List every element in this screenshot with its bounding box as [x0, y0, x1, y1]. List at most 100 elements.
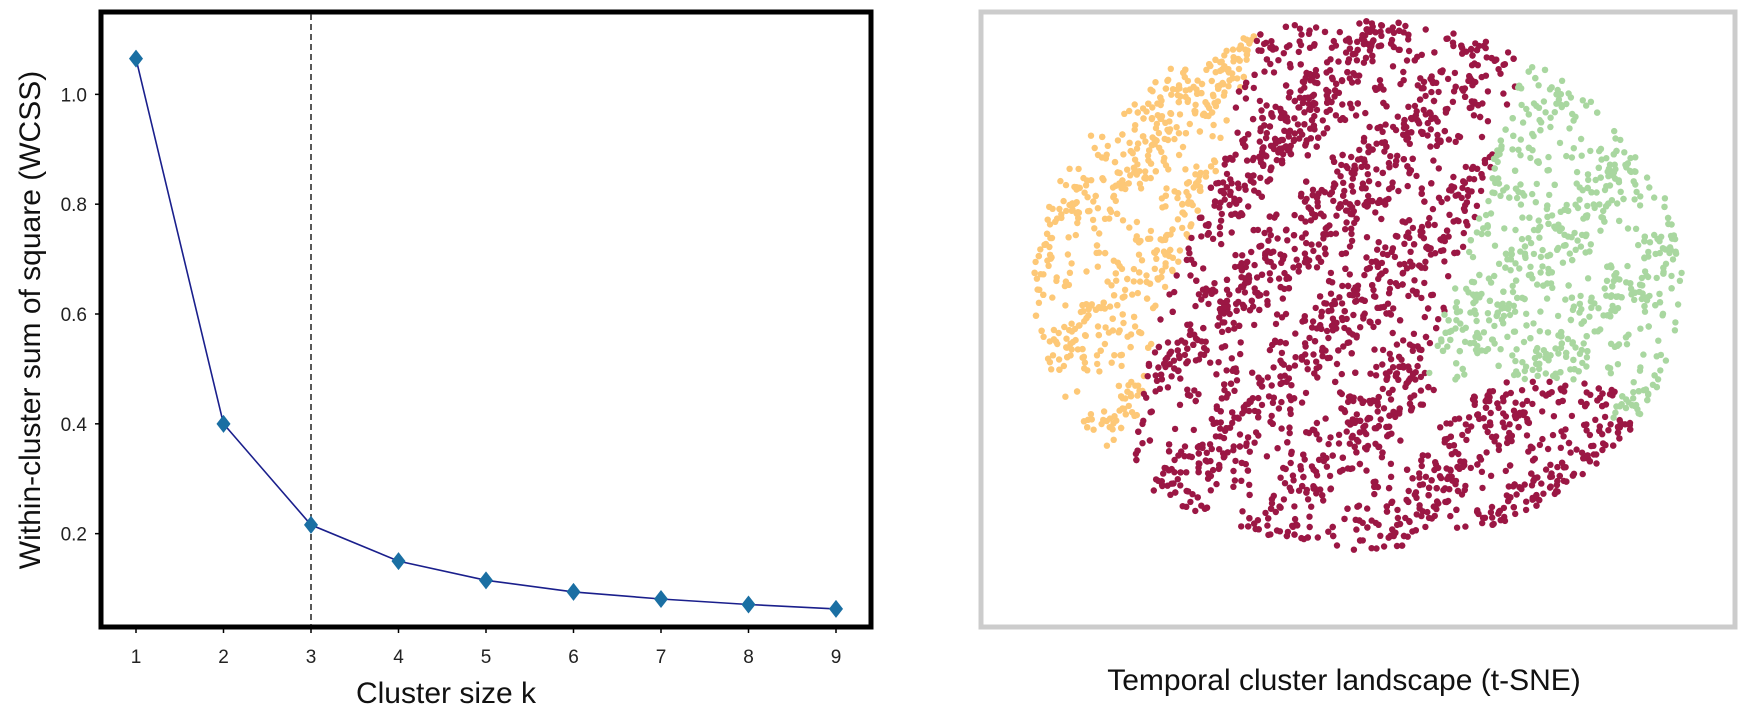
tsne-point	[1272, 508, 1280, 516]
tsne-point	[1552, 224, 1559, 232]
tsne-point	[1223, 425, 1230, 432]
tsne-point	[1568, 154, 1576, 161]
tsne-point	[1246, 397, 1253, 404]
tsne-point	[1195, 460, 1202, 467]
tsne-point	[1613, 275, 1621, 283]
tsne-point	[1290, 264, 1297, 271]
tsne-point	[1119, 217, 1127, 224]
tsne-point	[1291, 245, 1298, 253]
tsne-point	[1516, 409, 1524, 417]
tsne-point	[1264, 522, 1271, 529]
tsne-point	[1509, 146, 1516, 153]
tsne-point	[1349, 465, 1356, 472]
tsne-point	[1563, 201, 1570, 209]
tsne-point	[1119, 177, 1126, 184]
tsne-point	[1101, 340, 1109, 348]
tsne-point	[1065, 234, 1072, 241]
tsne-point	[1405, 487, 1412, 495]
tsne-point	[1495, 442, 1503, 449]
tsne-point	[1661, 195, 1669, 202]
tsne-point	[1523, 498, 1530, 505]
elbow-point-k7	[653, 589, 669, 608]
tsne-point	[1522, 506, 1530, 514]
tsne-point	[1440, 486, 1447, 494]
tsne-point	[1554, 463, 1561, 471]
tsne-point	[1185, 200, 1192, 207]
tsne-point	[1312, 71, 1319, 78]
tsne-point	[1450, 442, 1458, 449]
tsne-point	[1346, 271, 1354, 278]
tsne-point	[1310, 247, 1317, 255]
tsne-point	[1209, 466, 1217, 474]
tsne-point	[1217, 408, 1224, 415]
tsne-point	[1570, 145, 1578, 152]
tsne-point	[1046, 251, 1054, 259]
tsne-point	[1268, 382, 1275, 389]
tsne-point	[1586, 313, 1593, 320]
elbow-point-k6	[566, 582, 581, 601]
tsne-point	[1523, 397, 1531, 405]
tsne-point	[1504, 49, 1512, 56]
tsne-point	[1217, 134, 1224, 141]
tsne-point	[1595, 164, 1603, 171]
tsne-point	[1400, 532, 1408, 540]
tsne-point	[1551, 109, 1559, 116]
tsne-point	[1323, 108, 1330, 116]
elbow-point-k2	[216, 414, 231, 433]
tsne-point	[1301, 84, 1308, 91]
tsne-point	[1371, 346, 1378, 353]
tsne-point	[1578, 306, 1585, 313]
tsne-point	[1422, 523, 1429, 531]
tsne-point	[1348, 434, 1355, 441]
tsne-point	[1516, 265, 1523, 272]
tsne-point	[1127, 393, 1135, 400]
tsne-point	[1512, 185, 1520, 192]
tsne-point	[1441, 311, 1448, 318]
tsne-point	[1651, 194, 1658, 201]
tsne-point	[1287, 459, 1294, 467]
tsne-point	[1229, 46, 1237, 53]
tsne-point	[1267, 276, 1274, 284]
tsne-point	[1171, 365, 1178, 372]
tsne-point	[1331, 180, 1338, 187]
elbow-x-tick-label: 6	[568, 647, 579, 668]
tsne-point	[1336, 294, 1343, 301]
tsne-point	[1346, 201, 1354, 208]
tsne-point	[1299, 318, 1306, 325]
tsne-point	[1394, 233, 1401, 240]
tsne-point	[1494, 147, 1501, 154]
tsne-point	[1597, 326, 1604, 333]
tsne-point	[1319, 347, 1326, 355]
tsne-point	[1079, 354, 1086, 361]
tsne-point	[1316, 363, 1323, 370]
tsne-point	[1282, 465, 1289, 473]
tsne-point	[1278, 349, 1286, 357]
tsne-point	[1455, 415, 1463, 422]
tsne-point	[1440, 304, 1447, 311]
tsne-point	[1378, 259, 1386, 267]
tsne-point	[1406, 341, 1414, 348]
tsne-point	[1215, 359, 1222, 366]
tsne-point	[1573, 168, 1581, 176]
tsne-point	[1273, 311, 1281, 318]
tsne-point	[1572, 201, 1579, 208]
tsne-point	[1537, 253, 1545, 261]
tsne-point	[1221, 52, 1228, 59]
tsne-point	[1409, 347, 1417, 354]
tsne-point	[1115, 382, 1123, 390]
tsne-point	[1355, 502, 1363, 509]
tsne-point	[1175, 82, 1183, 89]
tsne-point	[1389, 245, 1397, 252]
tsne-point	[1487, 210, 1495, 217]
tsne-point	[1202, 338, 1209, 345]
tsne-point	[1083, 314, 1090, 322]
tsne-point	[1380, 405, 1388, 412]
tsne-point	[1502, 126, 1509, 133]
tsne-point	[1295, 487, 1303, 494]
tsne-point	[1106, 415, 1114, 422]
tsne-point	[1453, 299, 1461, 306]
tsne-point	[1346, 243, 1354, 250]
tsne-point	[1604, 312, 1612, 319]
tsne-point	[1335, 58, 1342, 65]
tsne-point	[1614, 342, 1621, 349]
